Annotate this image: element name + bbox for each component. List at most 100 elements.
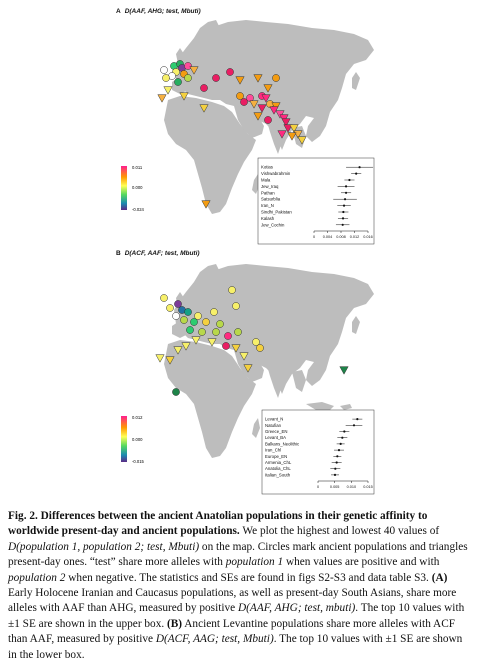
present-day-population-marker xyxy=(253,74,263,83)
present-day-population-marker xyxy=(155,354,165,363)
present-day-population-marker xyxy=(289,124,299,133)
present-day-population-marker xyxy=(181,342,191,351)
caption-bold-title: Differences between the ancient Anatolia… xyxy=(8,510,428,538)
caption-formula2: D(AAF, AHG; test, mbuti) xyxy=(238,602,356,615)
b-inset-point xyxy=(333,473,337,476)
colorbar-b-max: 0.012 xyxy=(132,415,143,420)
ancient-population-marker xyxy=(228,286,236,294)
b-inset-label: Iran_Chl xyxy=(265,448,281,453)
present-day-population-marker xyxy=(157,94,167,103)
ancient-population-marker xyxy=(160,294,168,302)
panel-a-label: A D(AAF, AHG; test, Mbuti) xyxy=(116,8,201,15)
b-inset-tick-label: 0.015 xyxy=(363,485,373,489)
present-day-population-marker xyxy=(253,112,263,121)
ancient-population-marker xyxy=(202,318,210,326)
a-inset-label: Vishwabrahmin xyxy=(261,171,291,176)
ancient-population-marker xyxy=(210,308,218,316)
markers-a xyxy=(157,60,307,209)
a-inset-label: Kotias xyxy=(261,165,273,170)
colorbar-b xyxy=(121,416,127,462)
caption-s1: We plot the highest and lowest 40 values… xyxy=(242,525,440,538)
present-day-population-marker xyxy=(261,94,271,103)
panel-a: A D(AAF, AHG; test, Mbuti) xyxy=(116,8,378,246)
ancient-population-marker xyxy=(232,302,240,310)
ancient-population-marker xyxy=(216,320,224,328)
present-day-population-marker xyxy=(281,118,291,127)
colorbar-a xyxy=(121,166,127,210)
a-inset-tick-label: 0.004 xyxy=(323,235,333,239)
caption-part-b: (B) xyxy=(167,617,183,630)
ancient-population-marker xyxy=(272,74,280,82)
panel-b-title: D(ACF, AAF; test, Mbuti) xyxy=(124,250,200,257)
present-day-population-marker xyxy=(207,338,217,347)
b-inset-label: Levant_N xyxy=(265,417,283,422)
present-day-population-marker xyxy=(287,132,297,141)
a-inset-point xyxy=(343,198,347,201)
landmass-b xyxy=(164,264,374,462)
ancient-population-marker xyxy=(224,332,232,340)
present-day-population-marker xyxy=(231,344,241,353)
a-inset-tick-label: 0 xyxy=(313,235,315,239)
a-inset-tick-label: 0.012 xyxy=(350,235,360,239)
b-inset-point xyxy=(336,455,339,458)
ancient-population-marker xyxy=(212,328,220,336)
colorbar-a-mid: 0.000 xyxy=(132,185,143,190)
b-inset-point xyxy=(341,436,344,439)
b-inset-tick-label: 0 xyxy=(317,485,319,489)
panel-a-title: D(AAF, AHG; test, Mbuti) xyxy=(124,8,201,15)
caption-s5: Early Holocene Iranian and Caucasus popu… xyxy=(8,587,457,615)
b-inset-label: Armenia_ChL xyxy=(265,460,292,465)
colorbar-a-min: -0.024 xyxy=(132,207,145,212)
ancient-population-marker xyxy=(172,388,180,396)
present-day-population-marker xyxy=(179,92,189,101)
b-inset-point xyxy=(339,442,342,445)
ancient-population-marker xyxy=(222,342,230,350)
present-day-population-marker xyxy=(257,104,267,113)
a-inset-label: Pathan xyxy=(261,190,275,195)
ancient-population-marker xyxy=(264,116,272,124)
ancient-population-marker xyxy=(184,308,192,316)
present-day-population-marker xyxy=(283,124,293,133)
colorbar-a-max: 0.011 xyxy=(132,165,143,170)
caption-formula3: D(ACF, AAG; test, Mbuti) xyxy=(155,633,274,646)
ancient-population-marker xyxy=(226,68,234,76)
colorbar-b-mid: 0.000 xyxy=(132,437,143,442)
a-inset-point xyxy=(358,166,361,169)
ancient-population-marker xyxy=(174,300,182,308)
colorbar-b-min: -0.015 xyxy=(132,459,145,464)
caption-s4: when negative. The statistics and SEs ar… xyxy=(68,571,429,584)
b-inset-label: Anatolia_ChL xyxy=(265,466,291,471)
b-inset-point xyxy=(334,467,337,470)
panel-b: B D(ACF, AAF; test, Mbuti) xyxy=(116,250,378,498)
a-inset-point xyxy=(348,178,351,182)
a-inset-frame xyxy=(257,157,375,245)
ancient-population-marker xyxy=(198,328,206,336)
a-inset-label: Sindhi_Pakistan xyxy=(261,210,292,215)
ancient-population-marker xyxy=(194,312,202,320)
caption-s7: Ancient Levantine populations share more… xyxy=(8,617,456,646)
b-inset-label: Europe_EN xyxy=(265,454,287,459)
b-inset-point xyxy=(352,424,356,427)
present-day-population-marker xyxy=(297,136,307,145)
a-inset-point xyxy=(344,185,348,188)
ancient-population-marker xyxy=(172,312,180,320)
ancient-population-marker xyxy=(200,84,208,92)
ancient-population-marker xyxy=(212,74,220,82)
figure-caption: Fig. 2. Differences between the ancient … xyxy=(8,509,471,663)
present-day-population-marker xyxy=(263,84,273,93)
present-day-population-marker xyxy=(191,336,201,345)
a-inset-point xyxy=(342,204,346,207)
ancient-population-marker xyxy=(184,62,192,70)
a-inset-label: Jew_Iraq xyxy=(261,184,279,189)
present-day-population-marker xyxy=(165,356,175,365)
panel-b-letter: B xyxy=(116,250,121,257)
ancient-population-marker xyxy=(246,94,254,102)
a-inset-point xyxy=(341,223,344,226)
a-inset-label: Jew_Cochin xyxy=(261,222,285,227)
b-inset-label: Italian_South xyxy=(265,472,291,477)
a-inset-label: Mala xyxy=(261,178,271,183)
b-inset-frame xyxy=(261,409,375,495)
caption-fig-label: Fig. 2. xyxy=(8,510,38,522)
present-day-population-marker xyxy=(189,66,199,75)
b-inset-label: Levant_BA xyxy=(265,435,286,440)
